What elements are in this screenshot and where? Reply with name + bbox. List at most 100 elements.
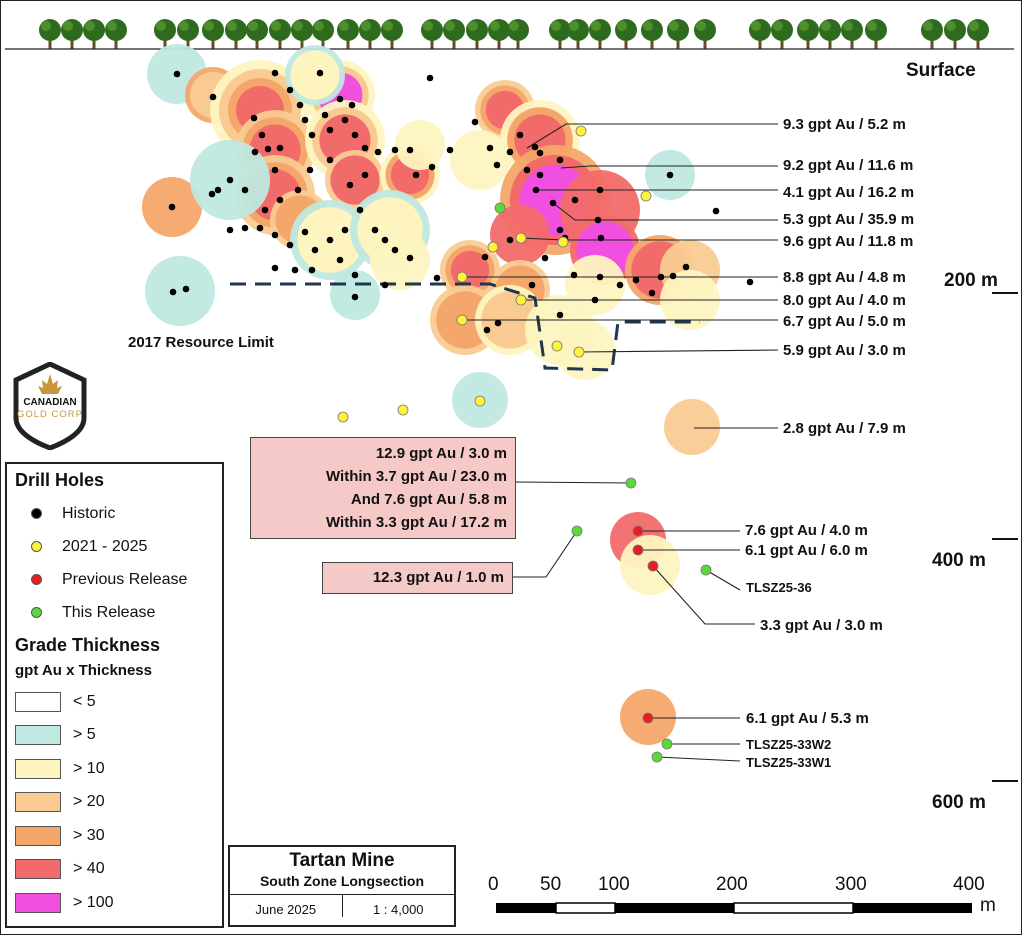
grade-swatch: [15, 725, 61, 746]
historic-hole-marker: [446, 146, 454, 154]
leader-line: [552, 202, 778, 221]
historic-hole-marker: [351, 131, 359, 139]
historic-hole-marker: [536, 149, 544, 157]
surface-trees: [39, 19, 989, 49]
tree-trunk-icon: [234, 38, 238, 49]
tree-trunk-icon: [475, 38, 479, 49]
hole-id-label: TLSZ25-33W2: [746, 737, 832, 752]
historic-hole-marker: [351, 271, 359, 279]
tree-trunk-icon: [850, 38, 854, 49]
logo-line1: CANADIAN: [23, 397, 76, 408]
historic-hole-marker: [746, 278, 754, 286]
historic-hole-marker: [326, 126, 334, 134]
grade-halo: [395, 120, 445, 170]
tree-highlight-icon: [227, 21, 237, 31]
historic-hole-marker: [251, 148, 259, 156]
this-release-hole-marker: [625, 477, 637, 489]
legend-drill-label: Previous Release: [62, 570, 188, 588]
historic-hole-marker: [486, 144, 494, 152]
intercept-label: 6.7 gpt Au / 5.0 m: [783, 313, 906, 330]
depth-label-400: 400 m: [932, 550, 986, 571]
leader-line: [578, 349, 779, 353]
historic-hole-marker: [311, 246, 319, 254]
historic-hole-marker: [361, 171, 369, 179]
historic-hole-marker: [182, 285, 190, 293]
grade-halo: [370, 230, 430, 290]
tree-highlight-icon: [468, 21, 478, 31]
historic-hole-marker: [361, 144, 369, 152]
historic-hole-marker: [308, 131, 316, 139]
tree-highlight-icon: [591, 21, 601, 31]
tree-highlight-icon: [843, 21, 853, 31]
tree-highlight-icon: [551, 21, 561, 31]
tree-trunk-icon: [186, 38, 190, 49]
grade-swatch: [15, 758, 61, 779]
legend: Drill Holes Historic 2021 - 2025 Previou…: [5, 462, 224, 928]
historic-hole-marker: [226, 176, 234, 184]
intercept-label: 6.1 gpt Au / 6.0 m: [745, 542, 868, 559]
historic-hole-marker: [371, 226, 379, 234]
grade-halo: [664, 399, 720, 455]
previous-release-hole-marker: [632, 525, 644, 537]
tree-highlight-icon: [271, 21, 281, 31]
historic-hole-marker: [258, 131, 266, 139]
historic-hole-marker: [241, 224, 249, 232]
tree-highlight-icon: [293, 21, 303, 31]
legend-grade-label: > 20: [73, 793, 105, 811]
historic-hole-marker: [556, 226, 564, 234]
tree-icon: [967, 19, 989, 41]
tree-icon: [921, 19, 943, 41]
historic-hole-marker: [250, 114, 258, 122]
recent-hole-marker: [575, 125, 587, 137]
legend-drill-label: Historic: [62, 504, 116, 522]
historic-hole-marker: [381, 281, 389, 289]
callout-line: 12.3 gpt Au / 1.0 m: [372, 569, 504, 586]
grade-halo: [450, 130, 510, 190]
tree-icon: [312, 19, 334, 41]
leader-line: [656, 756, 741, 762]
tree-trunk-icon: [368, 38, 372, 49]
historic-hole-marker: [374, 148, 382, 156]
tree-icon: [337, 19, 359, 41]
historic-hole-marker: [532, 186, 540, 194]
callout-line: 12.9 gpt Au / 3.0 m: [375, 445, 507, 462]
tree-icon: [944, 19, 966, 41]
historic-hole-marker: [571, 196, 579, 204]
legend-grade-item: < 5: [15, 685, 214, 719]
previous-release-hole-marker: [642, 712, 654, 724]
tree-icon: [797, 19, 819, 41]
leader-lines: [462, 123, 779, 762]
leader-line: [705, 569, 741, 591]
tree-icon: [771, 19, 793, 41]
this-release-hole-marker: [700, 564, 712, 576]
tree-icon: [105, 19, 127, 41]
tree-highlight-icon: [314, 21, 324, 31]
tree-icon: [443, 19, 465, 41]
historic-hole-marker: [528, 281, 536, 289]
tree-trunk-icon: [390, 38, 394, 49]
historic-hole-marker: [168, 203, 176, 211]
tree-trunk-icon: [452, 38, 456, 49]
tree-trunk-icon: [576, 38, 580, 49]
title-block: Tartan Mine South Zone Longsection June …: [228, 845, 456, 927]
historic-hole-marker: [209, 93, 217, 101]
historic-hole-marker: [256, 224, 264, 232]
historic-hole-marker: [226, 226, 234, 234]
tree-highlight-icon: [339, 21, 349, 31]
historic-hole-marker: [301, 228, 309, 236]
historic-hole-marker: [294, 186, 302, 194]
recent-hole-marker: [456, 314, 468, 326]
legend-grade-item: > 5: [15, 719, 214, 753]
legend-grade-label: > 30: [73, 826, 105, 844]
tree-trunk-icon: [953, 38, 957, 49]
historic-hole-marker: [596, 273, 604, 281]
historic-hole-marker: [591, 296, 599, 304]
scale-tick-label: 0: [488, 874, 499, 895]
tree-icon: [466, 19, 488, 41]
leader-line: [560, 165, 778, 169]
grade-swatch: [15, 892, 61, 913]
resource-limit-label: 2017 Resource Limit: [128, 334, 274, 351]
historic-hole-marker: [596, 186, 604, 194]
grade-swatch: [15, 691, 61, 712]
